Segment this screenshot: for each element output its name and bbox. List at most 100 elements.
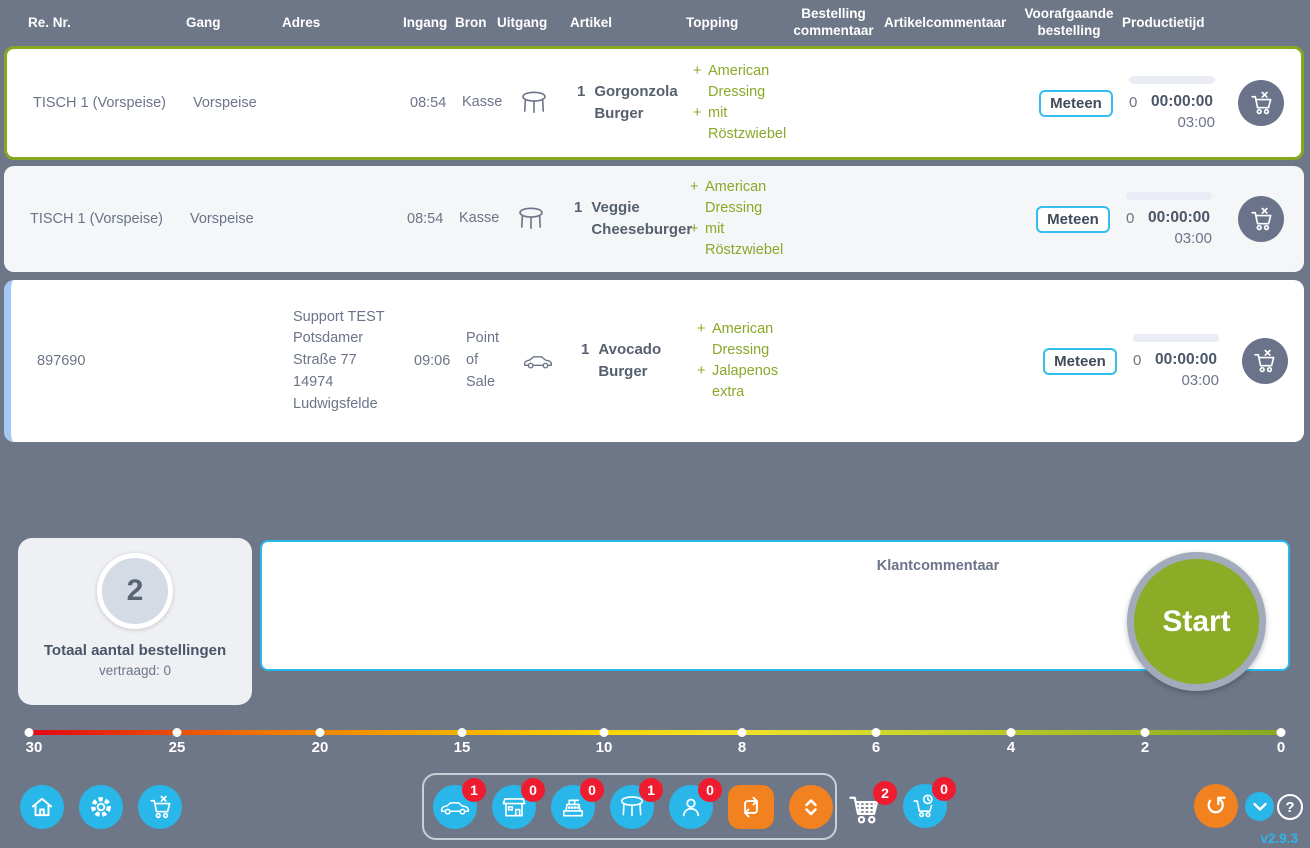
meteen-badge[interactable]: Meteen	[1039, 89, 1113, 117]
clear-cart-button[interactable]	[138, 785, 182, 829]
timeline-dot	[24, 728, 34, 737]
customer-comment-title: Klantcommentaar	[876, 558, 1000, 574]
col-header-productietijd: Productietijd	[1122, 14, 1205, 30]
cart-total-button[interactable]: 2	[846, 781, 897, 829]
artikel-qty: 1	[581, 341, 590, 359]
col-header-bron: Bron	[455, 14, 487, 30]
order-bron: Kasse	[462, 94, 503, 111]
order-productietijd: 0 00:00:00 03:00	[1133, 280, 1229, 442]
timeline-label: 2	[1140, 739, 1150, 756]
home-button[interactable]	[20, 785, 64, 829]
undo-button[interactable]: ↺	[1194, 784, 1238, 828]
production-progress-bar	[1126, 191, 1212, 200]
order-toppings: + American Dressing + Jalapenos extra	[691, 280, 798, 442]
filter-store-button[interactable]: 0	[492, 777, 545, 829]
order-row[interactable]: TISCH 1 (Vorspeise) Vorspeise 08:54 Kass…	[4, 46, 1304, 160]
order-voorafgaande: Meteen	[1024, 166, 1126, 272]
scheduled-orders-button[interactable]: 0	[903, 777, 956, 828]
scheduled-count-badge: 0	[932, 777, 956, 801]
collapse-toolbar-button[interactable]	[1245, 792, 1274, 821]
timeline-label: 20	[311, 739, 329, 756]
order-artikel: 1 Avocado Burger	[571, 280, 691, 442]
cart-clock-icon	[911, 793, 939, 820]
order-artikelcommentaar	[895, 280, 1031, 442]
filter-drive-button[interactable]: 1	[433, 777, 486, 829]
topping-item: + American Dressing	[690, 178, 767, 216]
cart-count-badge: 2	[873, 781, 897, 805]
table-icon	[618, 794, 646, 820]
artikel-name: Veggie Cheeseburger	[591, 199, 693, 238]
topping-item: + American Dressing	[693, 62, 770, 100]
timeline-dot	[315, 728, 325, 737]
total-orders-count: 2	[97, 553, 173, 629]
order-gang: Vorspeise	[193, 95, 257, 111]
timeline-label: 30	[25, 739, 43, 756]
channel-filter-group: 1 0 0	[422, 773, 837, 840]
timeline-dot	[1006, 728, 1016, 737]
order-re-nr: 897690	[37, 353, 86, 369]
col-header-artikelcommentaar: Artikelcommentaar	[884, 14, 1007, 30]
filter-table-button[interactable]: 1	[610, 777, 663, 829]
home-icon	[29, 794, 55, 820]
filter-register-button[interactable]: 0	[551, 777, 604, 829]
meteen-badge[interactable]: Meteen	[1043, 347, 1117, 375]
total-orders-label: Totaal aantal bestellingen	[43, 642, 227, 659]
cart-x-icon	[1251, 349, 1278, 374]
order-artikelcommentaar	[888, 166, 1024, 272]
start-button[interactable]: Start	[1127, 552, 1266, 691]
target-time: 03:00	[1174, 229, 1212, 247]
timeline-label: 15	[453, 739, 471, 756]
sort-orders-button[interactable]	[789, 784, 833, 829]
order-bron: Kasse	[459, 210, 500, 227]
timeline-dot	[457, 728, 467, 737]
production-count: 0	[1129, 93, 1138, 111]
topping-item: + Jalapenos extra	[697, 363, 779, 401]
order-row[interactable]: TISCH 1 (Vorspeise) Vorspeise 08:54 Kass…	[4, 166, 1304, 272]
artikel-name: Avocado Burger	[598, 341, 662, 380]
wait-time-scale: 30 25 20 15 10 8 6 4 2 0	[0, 726, 1310, 768]
timeline-dot	[737, 728, 747, 737]
order-row[interactable]: 897690 Support TEST Potsdamer Straße 77 …	[4, 280, 1304, 442]
col-header-adres: Adres	[282, 14, 321, 30]
timeline-label: 25	[168, 739, 186, 756]
remove-order-button[interactable]	[1238, 196, 1284, 242]
cart-x-icon	[1248, 207, 1275, 232]
cart-x-icon	[1248, 91, 1275, 116]
target-time: 03:00	[1177, 113, 1215, 131]
order-adres	[286, 166, 386, 272]
order-uitgang	[501, 166, 564, 272]
customer-comment-panel: Klantcommentaar Start	[260, 540, 1290, 691]
orders-list: TISCH 1 (Vorspeise) Vorspeise 08:54 Kass…	[4, 46, 1304, 442]
remove-order-button[interactable]	[1241, 338, 1288, 384]
timeline-label: 0	[1276, 739, 1286, 756]
elapsed-time: 00:00:00	[1148, 208, 1211, 226]
remove-order-button[interactable]	[1238, 80, 1284, 126]
order-adres	[289, 49, 389, 157]
timeline-dot	[871, 728, 881, 737]
cart-x-icon	[147, 795, 174, 820]
swap-view-button[interactable]	[728, 784, 774, 829]
order-voorafgaande: Meteen	[1027, 49, 1129, 157]
timeline-label: 10	[595, 739, 613, 756]
delayed-orders-label: vertraagd: 0	[98, 663, 172, 678]
settings-button[interactable]	[79, 785, 123, 829]
table-icon	[519, 89, 549, 117]
col-header-bestelling-commentaar: Bestelling commentaar	[793, 6, 874, 38]
production-progress-bar	[1133, 333, 1219, 342]
timeline-label: 4	[1006, 739, 1016, 756]
filter-customer-button[interactable]: 0	[669, 777, 722, 829]
swap-icon	[737, 793, 765, 821]
col-header-topping: Topping	[686, 14, 739, 30]
timeline-dot	[1140, 728, 1150, 737]
production-progress-bar	[1129, 75, 1215, 84]
col-header-uitgang: Uitgang	[497, 14, 548, 30]
meteen-badge[interactable]: Meteen	[1036, 205, 1110, 233]
production-count: 0	[1133, 351, 1142, 369]
sort-chevrons-icon	[798, 794, 824, 820]
elapsed-time: 00:00:00	[1155, 350, 1218, 368]
car-icon	[522, 350, 554, 372]
wait-time-gradient-bar	[28, 730, 1282, 735]
order-artikel: 1 Veggie Cheeseburger	[564, 166, 693, 272]
help-button[interactable]: ?	[1277, 794, 1303, 820]
